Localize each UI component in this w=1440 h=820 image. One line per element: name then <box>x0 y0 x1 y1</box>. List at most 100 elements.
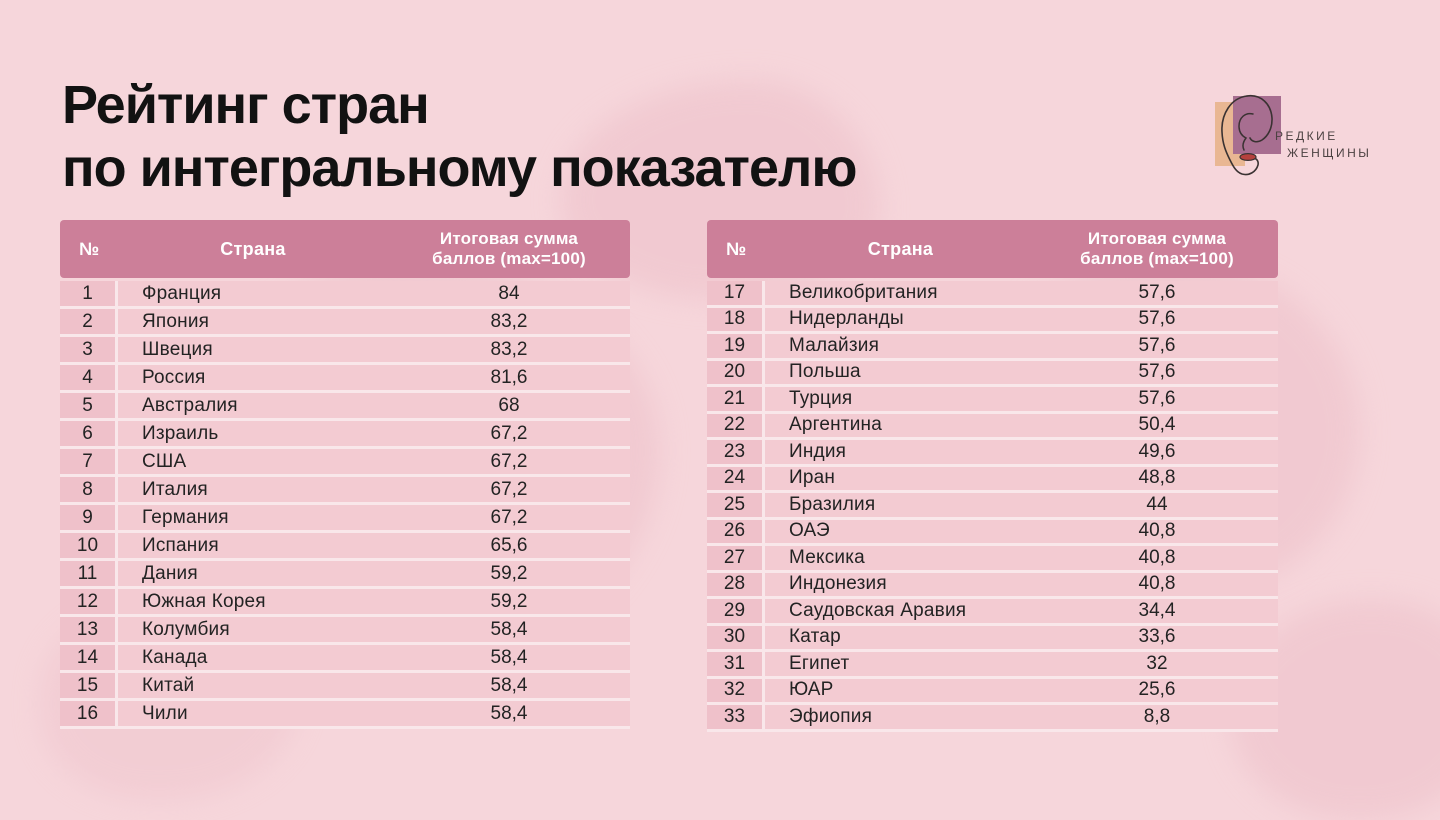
country-cell: Южная Корея <box>118 589 388 614</box>
country-cell: Саудовская Аравия <box>765 599 1036 623</box>
header-rank: № <box>78 238 100 259</box>
table-row: 1 Франция 84 <box>60 281 630 309</box>
table-row: 29 Саудовская Аравия 34,4 <box>707 599 1278 626</box>
score-cell: 25,6 <box>1036 678 1278 702</box>
table-row: 6 Израиль 67,2 <box>60 421 630 449</box>
score-cell: 65,6 <box>388 533 630 558</box>
table-row: 10 Испания 65,6 <box>60 533 630 561</box>
country-cell: Россия <box>118 365 388 390</box>
slide-canvas: { "title": { "line1": "Рейтинг стран", "… <box>60 74 1440 820</box>
rank-cell: 9 <box>60 505 118 530</box>
table-row: 2 Япония 83,2 <box>60 309 630 337</box>
table-row: 33 Эфиопия 8,8 <box>707 705 1278 732</box>
country-cell: Италия <box>118 477 388 502</box>
country-cell: Швеция <box>118 337 388 362</box>
header-score-line2: баллов (max=100) <box>1080 249 1234 268</box>
table-row: 16 Чили 58,4 <box>60 701 630 729</box>
rank-cell: 18 <box>707 307 765 331</box>
score-cell: 40,8 <box>1036 546 1278 570</box>
rank-cell: 10 <box>60 533 118 558</box>
table-header-right: № Страна Итоговая сумма баллов (max=100) <box>707 220 1278 278</box>
logo-mauve-rect <box>1233 96 1281 154</box>
score-cell: 40,8 <box>1036 519 1278 543</box>
score-cell: 34,4 <box>1036 599 1278 623</box>
rank-cell: 12 <box>60 589 118 614</box>
table-row: 27 Мексика 40,8 <box>707 546 1278 573</box>
score-cell: 59,2 <box>388 589 630 614</box>
header-score-line1: Итоговая сумма <box>439 229 579 248</box>
rank-cell: 3 <box>60 337 118 362</box>
rank-cell: 1 <box>60 281 118 306</box>
score-cell: 67,2 <box>388 477 630 502</box>
rank-cell: 28 <box>707 572 765 596</box>
country-cell: Катар <box>765 625 1036 649</box>
header-score-line2: баллов (max=100) <box>432 249 586 268</box>
score-cell: 58,4 <box>388 617 630 642</box>
country-cell: Индия <box>765 440 1036 464</box>
table-body-left: 1 Франция 84 2 Япония 83,2 3 Швеция 83,2 4 Россия 8… <box>60 281 630 729</box>
country-cell: Бразилия <box>765 493 1036 517</box>
score-cell: 84 <box>388 281 630 306</box>
country-cell: Малайзия <box>765 334 1036 358</box>
country-cell: ОАЭ <box>765 519 1036 543</box>
table-row: 32 ЮАР 25,6 <box>707 678 1278 705</box>
table-body-right: 17 Великобритания 57,6 18 Нидерланды 57,6 19 Ма… <box>707 281 1278 732</box>
table-row: 18 Нидерланды 57,6 <box>707 307 1278 334</box>
table-header-left: № Страна Итоговая сумма баллов (max=100) <box>60 220 630 278</box>
ranking-table-right: № Страна Итоговая сумма баллов (max=100)… <box>707 220 1278 732</box>
table-row: 28 Индонезия 40,8 <box>707 572 1278 599</box>
score-cell: 57,6 <box>1036 334 1278 358</box>
table-row: 11 Дания 59,2 <box>60 561 630 589</box>
score-cell: 40,8 <box>1036 572 1278 596</box>
table-row: 26 ОАЭ 40,8 <box>707 519 1278 546</box>
table-row: 12 Южная Корея 59,2 <box>60 589 630 617</box>
page-title: Рейтинг стран по интегральному показател… <box>62 74 857 200</box>
table-row: 13 Колумбия 58,4 <box>60 617 630 645</box>
country-cell: Индонезия <box>765 572 1036 596</box>
country-cell: Канада <box>118 645 388 670</box>
rank-cell: 7 <box>60 449 118 474</box>
header-score: Итоговая сумма баллов (max=100) <box>1036 229 1278 269</box>
score-cell: 57,6 <box>1036 307 1278 331</box>
rank-cell: 13 <box>60 617 118 642</box>
rank-cell: 32 <box>707 678 765 702</box>
score-cell: 67,2 <box>388 505 630 530</box>
table-row: 5 Австралия 68 <box>60 393 630 421</box>
country-cell: Австралия <box>118 393 388 418</box>
score-cell: 8,8 <box>1036 705 1278 729</box>
rank-cell: 27 <box>707 546 765 570</box>
country-cell: Аргентина <box>765 413 1036 437</box>
score-cell: 67,2 <box>388 421 630 446</box>
table-row: 25 Бразилия 44 <box>707 493 1278 520</box>
score-cell: 68 <box>388 393 630 418</box>
header-score: Итоговая сумма баллов (max=100) <box>388 229 630 269</box>
page-title-line1: Рейтинг стран <box>62 75 430 136</box>
rank-cell: 24 <box>707 466 765 490</box>
rank-cell: 14 <box>60 645 118 670</box>
score-cell: 57,6 <box>1036 281 1278 305</box>
score-cell: 32 <box>1036 652 1278 676</box>
logo-wordmark: РЕДКИЕ ЖЕНЩИНЫ <box>1275 128 1371 162</box>
country-cell: Япония <box>118 309 388 334</box>
rank-cell: 17 <box>707 281 765 305</box>
table-row: 21 Турция 57,6 <box>707 387 1278 414</box>
country-cell: Франция <box>118 281 388 306</box>
rank-cell: 15 <box>60 673 118 698</box>
header-country: Страна <box>867 238 934 259</box>
ranking-table-left: № Страна Итоговая сумма баллов (max=100)… <box>60 220 630 729</box>
country-cell: Египет <box>765 652 1036 676</box>
rank-cell: 31 <box>707 652 765 676</box>
score-cell: 57,6 <box>1036 387 1278 411</box>
score-cell: 58,4 <box>388 673 630 698</box>
score-cell: 48,8 <box>1036 466 1278 490</box>
score-cell: 67,2 <box>388 449 630 474</box>
table-row: 19 Малайзия 57,6 <box>707 334 1278 361</box>
score-cell: 57,6 <box>1036 360 1278 384</box>
country-cell: Китай <box>118 673 388 698</box>
country-cell: Великобритания <box>765 281 1036 305</box>
score-cell: 83,2 <box>388 337 630 362</box>
rank-cell: 6 <box>60 421 118 446</box>
header-score-line1: Итоговая сумма <box>1087 229 1227 248</box>
rank-cell: 26 <box>707 519 765 543</box>
header-country: Страна <box>220 238 286 259</box>
